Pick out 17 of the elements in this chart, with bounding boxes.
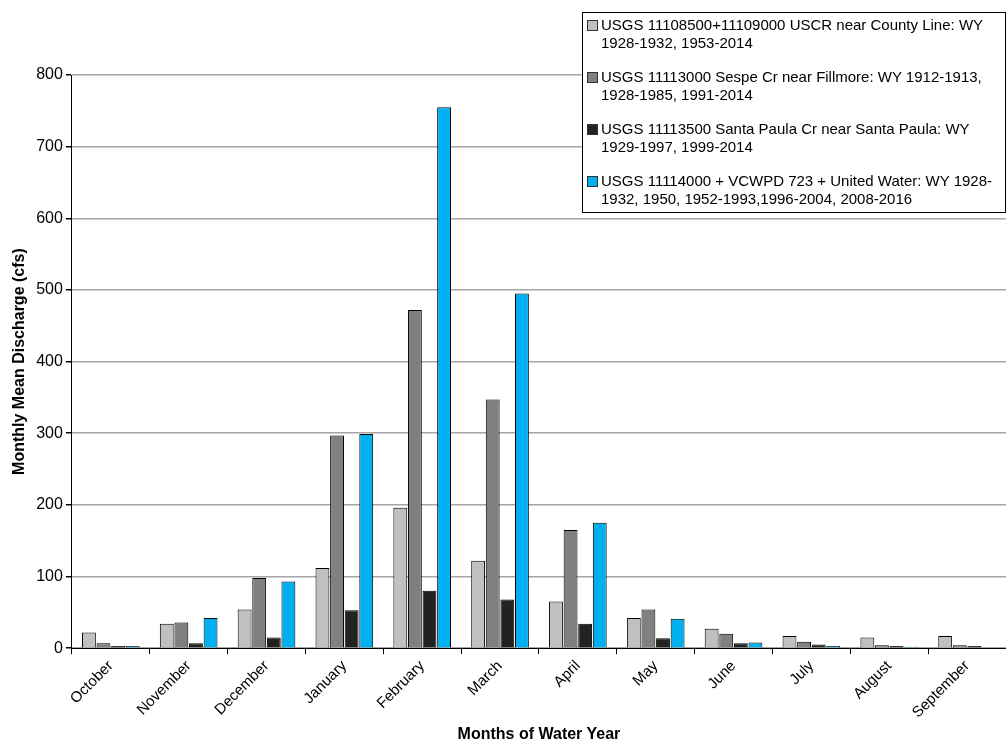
y-tick-label: 300 xyxy=(36,423,63,441)
y-tick-label: 400 xyxy=(36,352,63,369)
legend-label: USGS 11114000 + VCWPD 723 + United Water: WY 1928-1932, 1950, 1952-1993,1996-2004, 2008-2016 xyxy=(601,172,994,208)
legend-label: USGS 11113000 Sespe Cr near Fillmore: WY 1912-1913, 1928-1985, 1991-2014 xyxy=(601,68,983,104)
x-tick-label: July xyxy=(785,656,817,688)
x-axis-title: Months of Water Year xyxy=(457,724,621,742)
y-tick-label: 800 xyxy=(36,65,63,83)
y-tick-label: 100 xyxy=(36,566,63,584)
y-tick-label: 700 xyxy=(36,137,63,155)
legend-label: USGS 11108500+11109000 USCR near County Line: WY 1928-1932, 1953-2014 xyxy=(601,16,984,52)
y-tick-label: 0 xyxy=(53,638,63,656)
x-tick-label: May xyxy=(628,656,662,689)
y-tick-label: 500 xyxy=(36,280,63,298)
y-tick-label: 600 xyxy=(36,208,63,226)
legend-label: USGS 11113500 Santa Paula Cr near Santa Paula: WY 1929-1997, 1999-2014 xyxy=(601,120,971,156)
y-axis-title: Monthly Mean Discharge (cfs) xyxy=(10,248,28,475)
y-tick-label: 200 xyxy=(36,495,63,513)
